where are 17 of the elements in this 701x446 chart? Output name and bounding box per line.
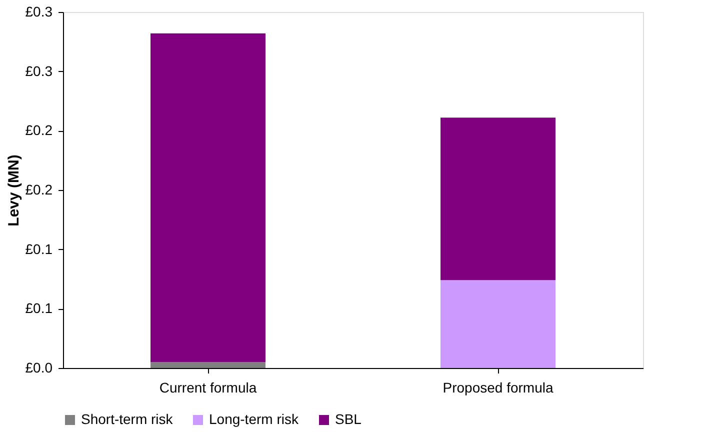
legend-label: SBL [335, 411, 362, 427]
y-tick-label: £0.1 [25, 300, 53, 316]
bar [440, 280, 556, 368]
legend-label: Long-term risk [209, 411, 300, 427]
y-tick-label: £0.2 [25, 122, 53, 138]
y-tick-label: £0.3 [25, 4, 53, 20]
bar [150, 33, 266, 362]
y-axis-title: Levy (MN) [5, 154, 22, 226]
x-tick-label: Current formula [159, 380, 257, 396]
bar [150, 362, 266, 368]
y-tick-label: £0.2 [25, 182, 53, 198]
legend-label: Short-term risk [81, 411, 174, 427]
y-tick-label: £0.1 [25, 240, 53, 257]
y-tick-label: £0.3 [25, 62, 53, 79]
bar [440, 118, 556, 280]
y-tick-label: £0.0 [25, 360, 53, 376]
x-tick-label: Proposed formula [442, 380, 554, 396]
